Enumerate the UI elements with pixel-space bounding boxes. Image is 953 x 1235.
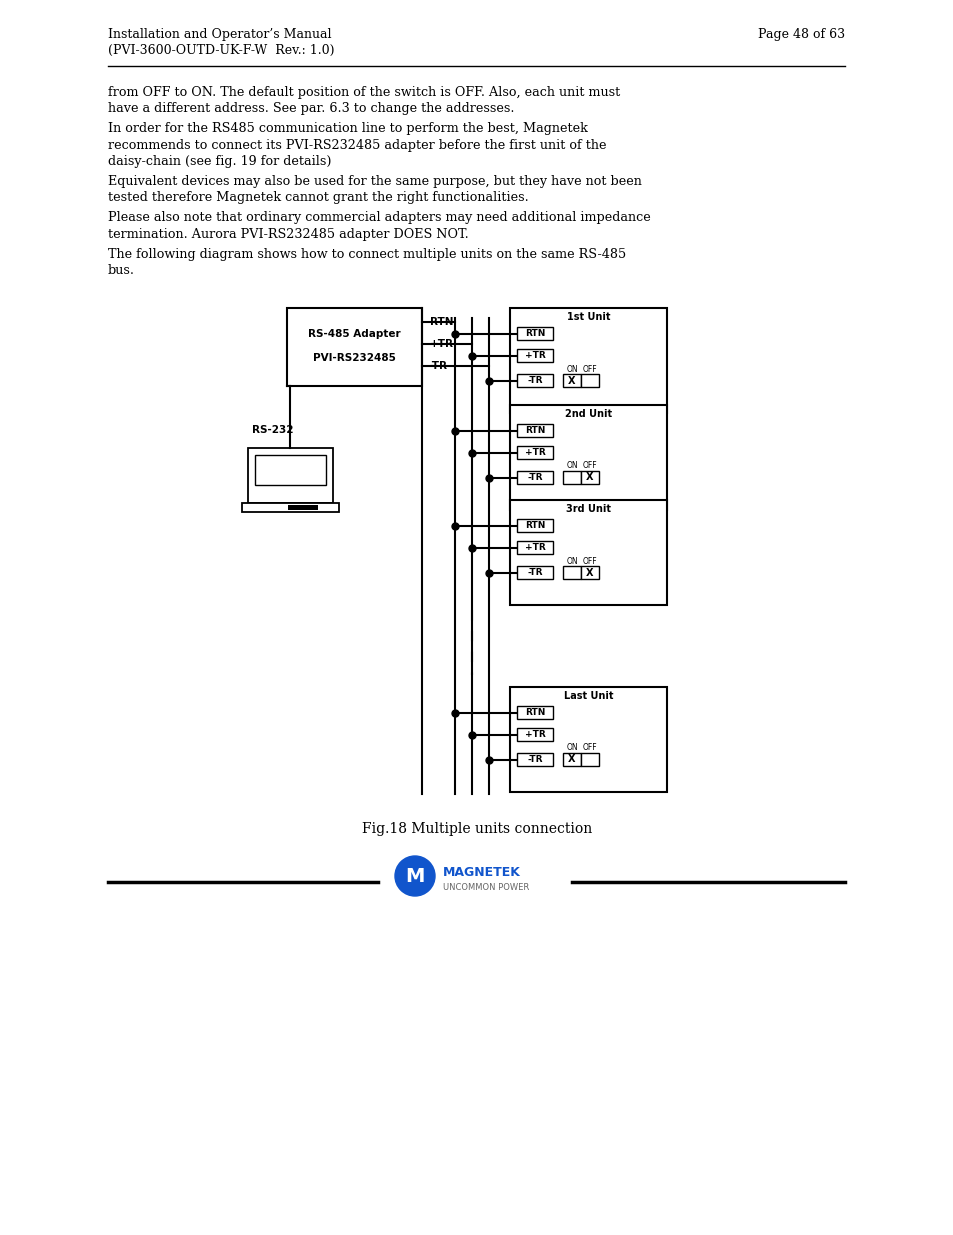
Text: have a different address. See par. 6.3 to change the addresses.: have a different address. See par. 6.3 t…	[108, 103, 514, 115]
Bar	[287, 308, 421, 387]
Bar	[580, 753, 598, 766]
Text: RTN: RTN	[524, 521, 544, 530]
Text: OFF: OFF	[582, 743, 597, 752]
Text: M: M	[405, 867, 424, 885]
Text: tested therefore Magnetek cannot grant the right functionalities.: tested therefore Magnetek cannot grant t…	[108, 191, 528, 204]
Circle shape	[395, 856, 435, 897]
Bar	[517, 424, 553, 437]
Text: 3rd Unit: 3rd Unit	[565, 504, 610, 514]
Bar	[242, 503, 338, 513]
Text: Last Unit: Last Unit	[563, 692, 613, 701]
Text: recommends to connect its PVI-RS232485 adapter before the first unit of the: recommends to connect its PVI-RS232485 a…	[108, 138, 606, 152]
Text: RS-485 Adapter: RS-485 Adapter	[308, 329, 400, 338]
Bar	[580, 566, 598, 579]
Text: Please also note that ordinary commercial adapters may need additional impedance: Please also note that ordinary commercia…	[108, 211, 650, 225]
Bar	[510, 405, 666, 510]
Text: X: X	[586, 568, 593, 578]
Bar	[254, 454, 326, 485]
Text: bus.: bus.	[108, 264, 135, 277]
Text: RTN: RTN	[524, 708, 544, 718]
Text: termination. Aurora PVI-RS232485 adapter DOES NOT.: termination. Aurora PVI-RS232485 adapter…	[108, 227, 468, 241]
Text: ON: ON	[565, 462, 578, 471]
Text: RTN: RTN	[430, 317, 453, 327]
Text: OFF: OFF	[582, 462, 597, 471]
Text: ON: ON	[565, 557, 578, 566]
Text: Fig.18 Multiple units connection: Fig.18 Multiple units connection	[361, 823, 592, 836]
Text: (PVI-3600-OUTD-UK-F-W  Rev.: 1.0): (PVI-3600-OUTD-UK-F-W Rev.: 1.0)	[108, 44, 335, 57]
Text: The following diagram shows how to connect multiple units on the same RS-485: The following diagram shows how to conne…	[108, 248, 625, 261]
Bar	[562, 471, 580, 484]
Text: OFF: OFF	[582, 557, 597, 566]
Text: from OFF to ON. The default position of the switch is OFF. Also, each unit must: from OFF to ON. The default position of …	[108, 86, 619, 99]
Bar	[562, 566, 580, 579]
Bar	[517, 541, 553, 555]
Text: RTN: RTN	[524, 426, 544, 435]
Text: 1st Unit: 1st Unit	[566, 312, 610, 322]
Text: daisy-chain (see fig. 19 for details): daisy-chain (see fig. 19 for details)	[108, 154, 331, 168]
Bar	[517, 519, 553, 532]
Text: X: X	[568, 375, 576, 385]
Bar	[580, 374, 598, 387]
Bar	[517, 446, 553, 459]
Text: Page 48 of 63: Page 48 of 63	[757, 28, 844, 41]
Text: -TR: -TR	[527, 473, 542, 482]
Text: UNCOMMON POWER: UNCOMMON POWER	[442, 883, 529, 892]
Text: 2nd Unit: 2nd Unit	[564, 409, 612, 419]
Bar	[517, 566, 553, 579]
Text: OFF: OFF	[582, 364, 597, 373]
Bar	[580, 471, 598, 484]
Bar	[510, 500, 666, 605]
Text: -TR: -TR	[527, 568, 542, 577]
Bar	[517, 374, 553, 387]
Bar	[517, 327, 553, 340]
Text: -TR: -TR	[527, 375, 542, 385]
Text: +TR: +TR	[524, 448, 545, 457]
Text: +TR: +TR	[524, 543, 545, 552]
Text: +TR: +TR	[524, 351, 545, 359]
Text: RS-232: RS-232	[252, 425, 294, 435]
Bar	[517, 727, 553, 741]
Bar	[288, 505, 318, 510]
Bar	[510, 687, 666, 792]
Bar	[562, 753, 580, 766]
Text: ON: ON	[565, 743, 578, 752]
Text: -TR: -TR	[430, 361, 448, 370]
Bar	[510, 308, 666, 412]
Text: +TR: +TR	[430, 338, 454, 350]
Text: In order for the RS485 communication line to perform the best, Magnetek: In order for the RS485 communication lin…	[108, 122, 587, 136]
Text: Installation and Operator’s Manual: Installation and Operator’s Manual	[108, 28, 331, 41]
Text: PVI-RS232485: PVI-RS232485	[313, 353, 395, 363]
Text: Equivalent devices may also be used for the same purpose, but they have not been: Equivalent devices may also be used for …	[108, 175, 641, 188]
Text: -TR: -TR	[527, 755, 542, 764]
Bar	[517, 471, 553, 484]
Text: X: X	[568, 755, 576, 764]
Text: ON: ON	[565, 364, 578, 373]
Bar	[517, 753, 553, 766]
Text: RTN: RTN	[524, 329, 544, 338]
Bar	[517, 706, 553, 719]
Bar	[248, 448, 333, 503]
Text: X: X	[586, 473, 593, 483]
Text: +TR: +TR	[524, 730, 545, 739]
Text: MAGNETEK: MAGNETEK	[442, 866, 520, 878]
Bar	[562, 374, 580, 387]
Bar	[517, 350, 553, 362]
